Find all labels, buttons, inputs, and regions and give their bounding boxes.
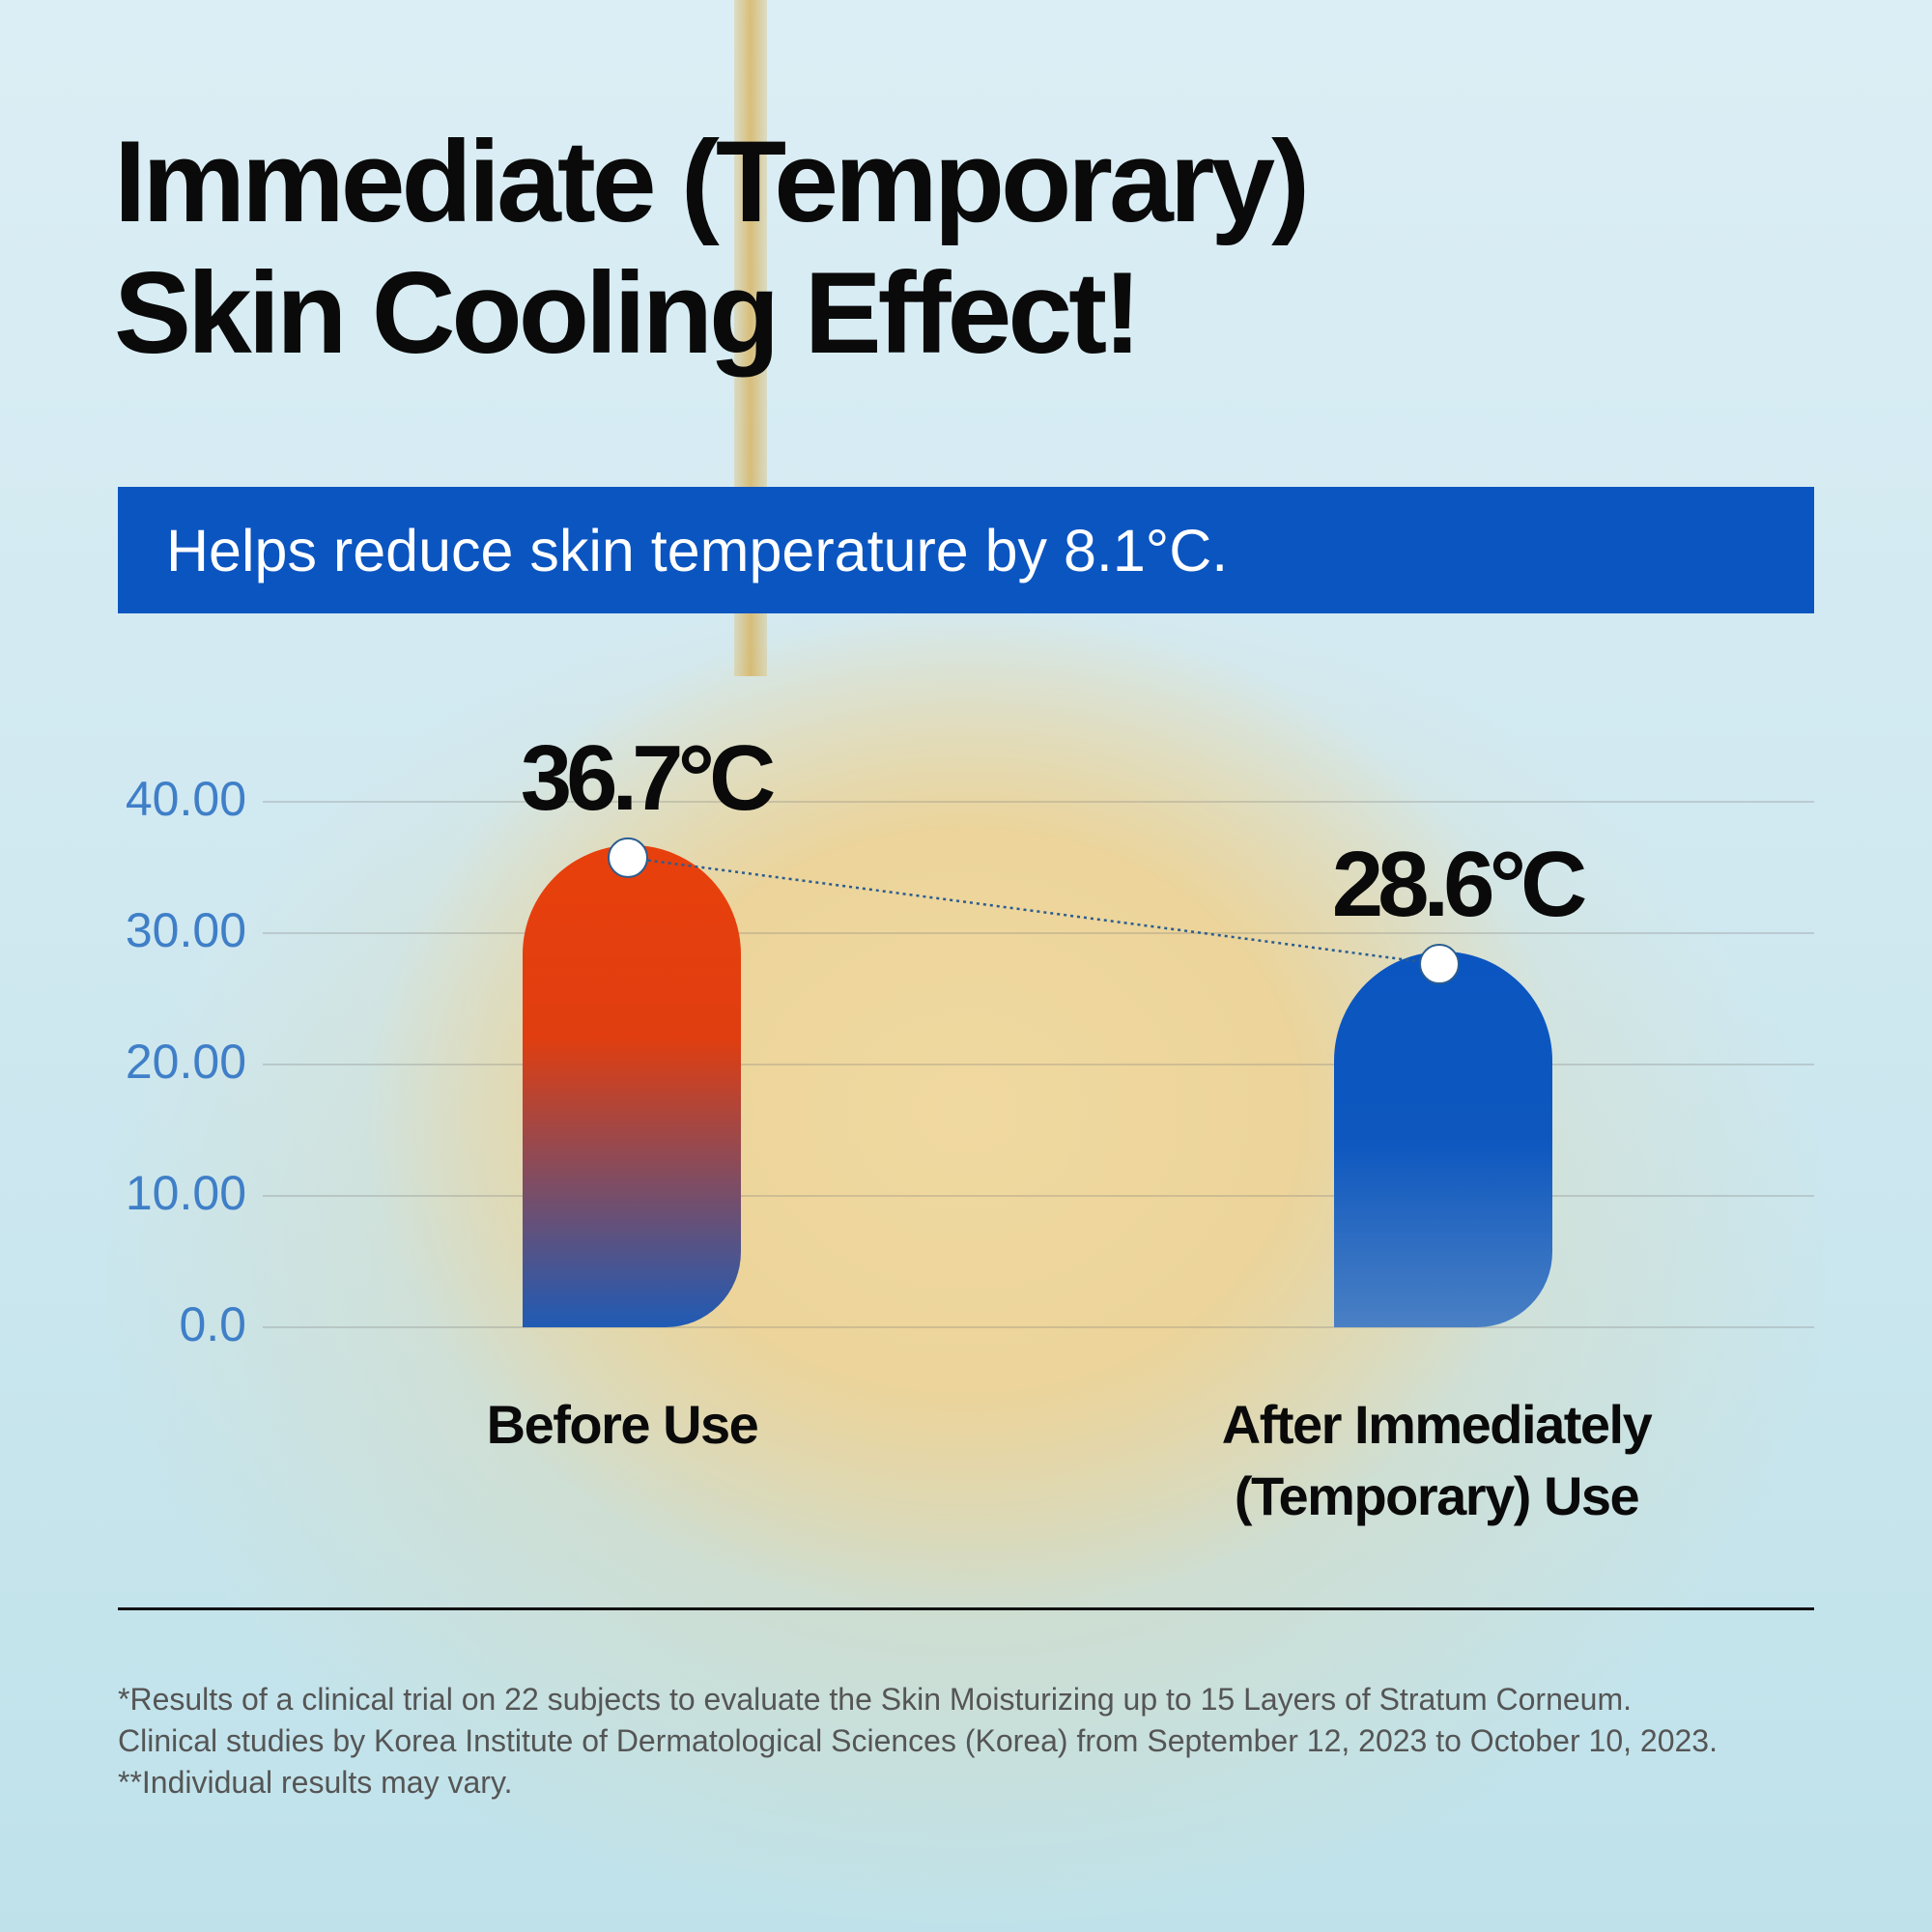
title-line-2: Skin Cooling Effect! [114, 248, 1142, 378]
footnote-3: **Individual results may vary. [118, 1765, 513, 1800]
bar-before [523, 844, 741, 1327]
page-title: Immediate (Temporary) Skin Cooling Effec… [114, 116, 1310, 379]
y-tick-label: 20.00 [126, 1035, 246, 1089]
y-tick-label: 10.00 [126, 1166, 246, 1220]
summary-banner: Helps reduce skin temperature by 8.1°C. [118, 487, 1814, 613]
data-point-marker [608, 837, 648, 878]
value-label: 28.6°C [1332, 833, 1585, 936]
category-label: After Immediately [1222, 1394, 1653, 1455]
category-label: (Temporary) Use [1235, 1465, 1639, 1526]
y-tick-label: 0.0 [179, 1297, 246, 1351]
title-line-1: Immediate (Temporary) [114, 117, 1310, 246]
footnote-divider [118, 1607, 1814, 1610]
footnotes: *Results of a clinical trial on 22 subje… [118, 1679, 1818, 1804]
y-tick-label: 40.00 [126, 772, 246, 826]
y-tick-label: 30.00 [126, 903, 246, 957]
category-label: Before Use [487, 1394, 758, 1455]
banner-text: Helps reduce skin temperature by 8.1°C. [166, 517, 1229, 583]
value-label: 36.7°C [521, 726, 774, 830]
connector-line [627, 856, 1440, 966]
footnote-1: *Results of a clinical trial on 22 subje… [118, 1682, 1632, 1717]
data-point-marker [1419, 944, 1460, 985]
bar-after [1334, 952, 1552, 1327]
footnote-2: Clinical studies by Korea Institute of D… [118, 1723, 1718, 1758]
